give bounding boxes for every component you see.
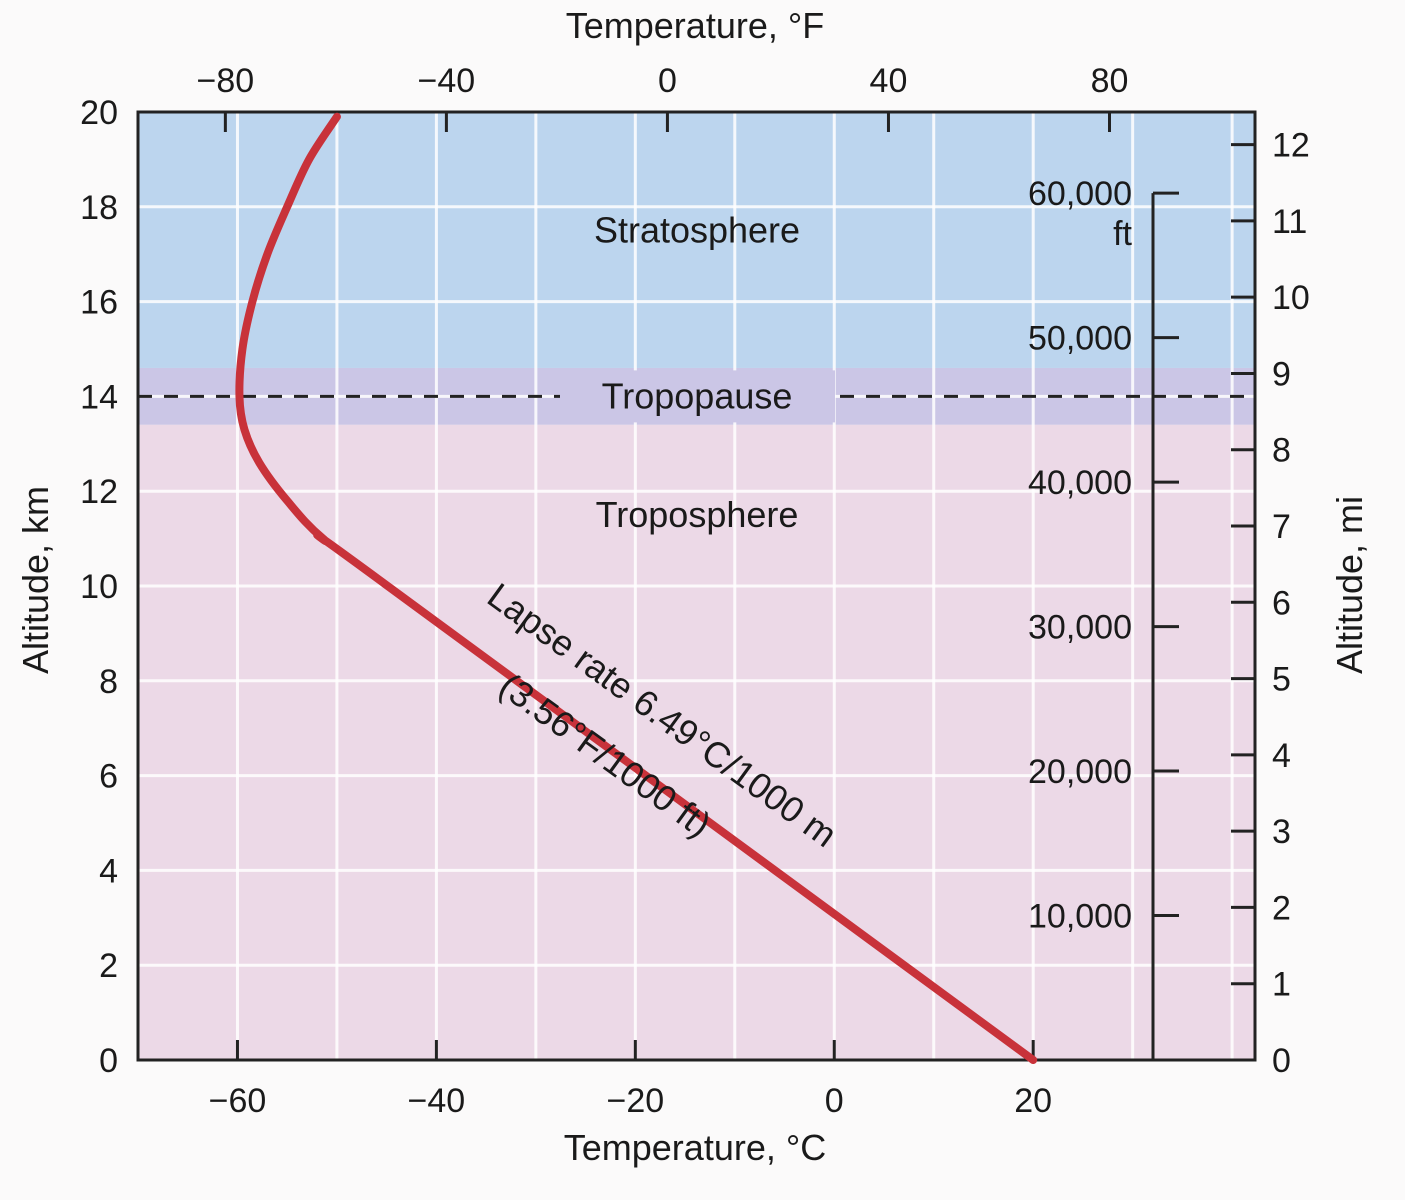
temperature-profile-line	[235, 112, 1038, 1064]
ft-unit-label: ft	[1113, 215, 1132, 253]
x-tick-label: 0	[825, 1082, 844, 1120]
y2-tick-label: 1	[1272, 966, 1291, 1004]
ft-tick-label: 50,000	[1028, 320, 1132, 358]
region-label-tropopause: Tropopause	[602, 375, 793, 416]
y2-tick-label: 11	[1272, 203, 1307, 241]
ft-tick-label: 30,000	[1028, 609, 1132, 647]
y2-tick-label: 8	[1272, 432, 1291, 470]
y2-tick-label: 6	[1272, 584, 1291, 622]
y2-tick-label: 9	[1272, 355, 1291, 393]
x-tick-label: −20	[606, 1082, 664, 1120]
y2-axis-title: Altitude, mi	[1329, 496, 1370, 674]
x-axis-title: Temperature, °C	[564, 1127, 827, 1168]
y2-tick-label: 5	[1272, 661, 1291, 699]
ft-tick-label: 40,000	[1028, 464, 1132, 502]
x2-axis-title: Temperature, °F	[566, 5, 825, 46]
y-tick-label: 0	[99, 1042, 118, 1080]
ft-tick-label: 20,000	[1028, 753, 1132, 791]
y-tick-label: 14	[80, 378, 118, 416]
y2-tick-label: 10	[1272, 279, 1310, 317]
x2-tick-label: −80	[197, 62, 255, 100]
x2-tick-label: 80	[1091, 62, 1129, 100]
plot-frame	[136, 110, 1257, 1062]
y2-tick-label: 3	[1272, 813, 1291, 851]
y-tick-label: 18	[80, 189, 118, 227]
y-tick-label: 8	[99, 663, 118, 701]
y2-tick-label: 7	[1272, 508, 1291, 546]
y-tick-label: 10	[80, 568, 118, 606]
x2-tick-label: 0	[658, 62, 677, 100]
ft-tick-label: 10,000	[1028, 898, 1132, 936]
x-tick-label: −40	[408, 1082, 466, 1120]
y-tick-label: 4	[99, 852, 118, 890]
ft-tick-label: 60,000	[1028, 175, 1132, 213]
y-tick-label: 12	[80, 473, 118, 511]
y-axis-title: Altitude, km	[15, 486, 56, 674]
y-tick-label: 20	[80, 94, 118, 132]
region-stratosphere	[138, 112, 1255, 368]
region-troposphere	[138, 424, 1255, 1061]
y2-tick-label: 12	[1272, 127, 1310, 165]
y-tick-label: 2	[99, 947, 118, 985]
x2-tick-label: 40	[870, 62, 908, 100]
region-label-stratosphere: Stratosphere	[594, 210, 800, 251]
x2-tick-label: −40	[418, 62, 476, 100]
x-tick-label: 20	[1014, 1082, 1052, 1120]
tropopause-label-bg	[560, 370, 835, 423]
y2-tick-label: 0	[1272, 1042, 1291, 1080]
y2-tick-label: 2	[1272, 889, 1291, 927]
x-tick-label: −60	[209, 1082, 267, 1120]
y2-tick-label: 4	[1272, 737, 1291, 775]
y-tick-label: 6	[99, 758, 118, 796]
y-tick-label: 16	[80, 284, 118, 322]
region-label-troposphere: Troposphere	[596, 494, 799, 535]
